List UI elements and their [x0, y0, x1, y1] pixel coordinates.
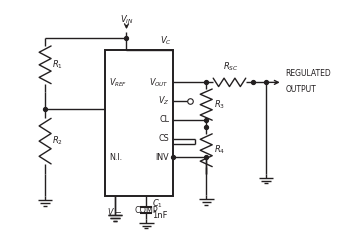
Text: COMP: COMP: [135, 206, 158, 215]
Text: $R_{SC}$: $R_{SC}$: [223, 61, 239, 73]
Text: 1nF: 1nF: [152, 211, 168, 220]
Text: $V_{REF}$: $V_{REF}$: [109, 76, 127, 89]
Text: $V_{OUT}$: $V_{OUT}$: [149, 76, 169, 89]
Text: $R_4$: $R_4$: [213, 144, 225, 157]
Text: CS: CS: [158, 134, 169, 143]
Text: $C_1$: $C_1$: [152, 198, 163, 210]
Text: $V_{IN}$: $V_{IN}$: [120, 13, 133, 26]
Text: N.I.: N.I.: [109, 153, 122, 162]
Bar: [105, 50, 173, 196]
Text: CL: CL: [159, 115, 169, 124]
Text: $R_2$: $R_2$: [53, 135, 63, 147]
Text: OUTPUT: OUTPUT: [285, 85, 316, 94]
Text: $V_C$: $V_C$: [160, 34, 171, 47]
Text: INV: INV: [155, 153, 169, 162]
Text: $R_1$: $R_1$: [53, 59, 63, 71]
Text: $V-$: $V-$: [107, 206, 122, 217]
Text: $R_3$: $R_3$: [213, 98, 225, 111]
Text: $V_Z$: $V_Z$: [157, 95, 169, 107]
Text: REGULATED: REGULATED: [285, 69, 331, 78]
